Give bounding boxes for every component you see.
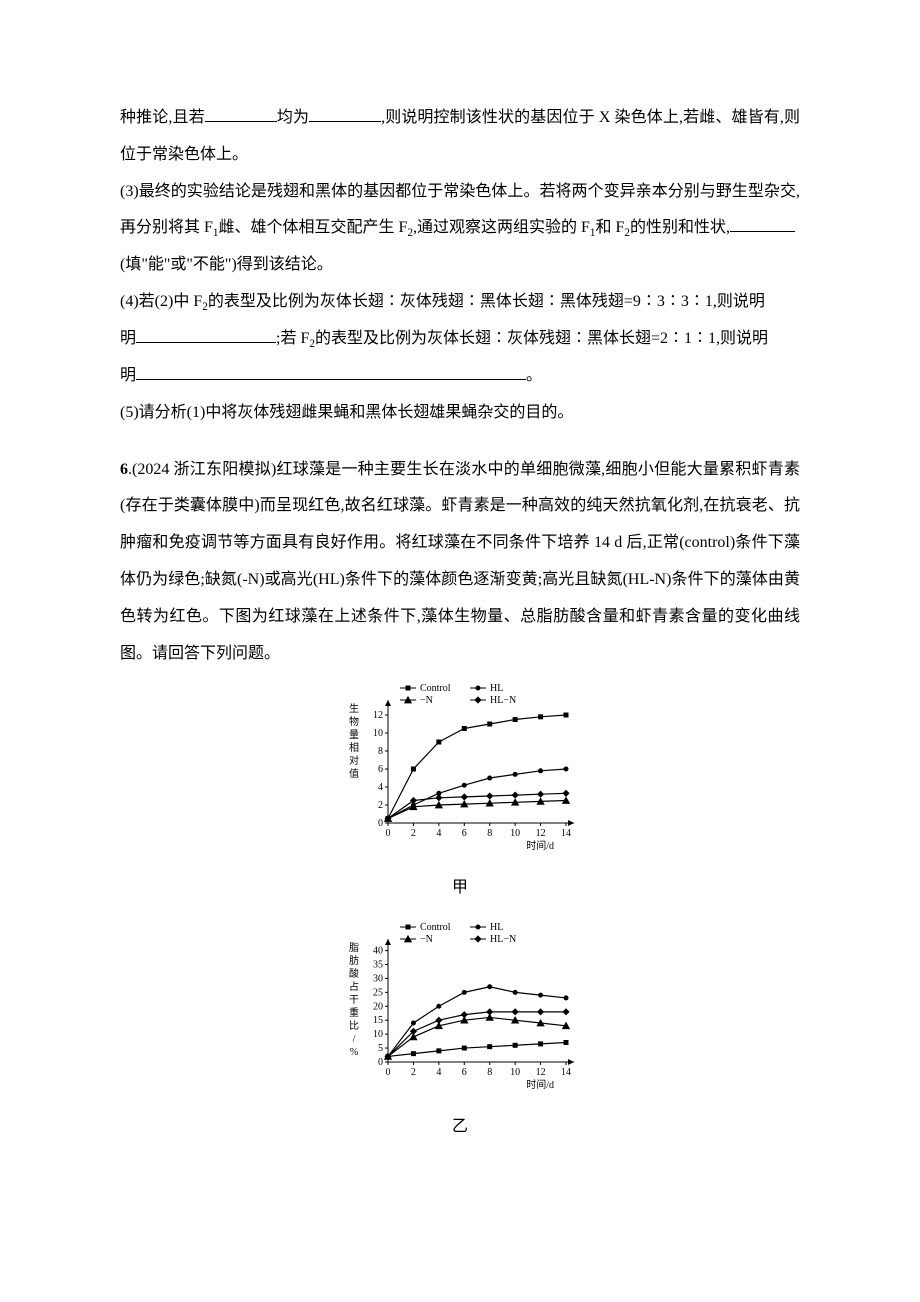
- svg-text:15: 15: [373, 1015, 383, 1026]
- svg-text:HL: HL: [490, 922, 503, 933]
- q4-para: (4)若(2)中 F2的表型及比例为灰体长翅∶灰体残翅∶黑体长翅∶黑体残翅=9∶…: [120, 284, 800, 395]
- svg-text:重: 重: [349, 1006, 359, 1019]
- svg-text:12: 12: [373, 710, 383, 721]
- svg-text:时间/d: 时间/d: [526, 1078, 554, 1091]
- svg-text:8: 8: [487, 828, 492, 839]
- text: 明: [120, 330, 136, 347]
- svg-text:酸: 酸: [349, 967, 359, 980]
- text: 均为: [277, 109, 309, 126]
- q6-para: 6.(2024 浙江东阳模拟)红球藻是一种主要生长在淡水中的单细胞微藻,细胞小但…: [120, 452, 800, 673]
- text: 雌、雄个体相互交配产生 F: [219, 219, 408, 236]
- chart2-wrap: 0 5 10 15 20 25 30 35 40 0 2 4 6 8 10 12 14 脂肪酸占干重比 /% 时间/d…: [120, 917, 800, 1146]
- svg-text:占: 占: [349, 980, 359, 993]
- svg-text:生: 生: [349, 702, 359, 715]
- svg-text:2: 2: [411, 828, 416, 839]
- chart2-caption: 乙: [120, 1109, 800, 1146]
- chart1-caption: 甲: [120, 870, 800, 907]
- chart2: 0 5 10 15 20 25 30 35 40 0 2 4 6 8 10 12 14 脂肪酸占干重比 /% 时间/d…: [340, 917, 580, 1092]
- svg-text:6: 6: [462, 1067, 467, 1078]
- svg-text:HL−N: HL−N: [490, 695, 516, 706]
- text: ,通过观察这两组实验的 F: [413, 219, 590, 236]
- svg-text:30: 30: [373, 973, 383, 984]
- text: 种推论,且若: [120, 109, 205, 126]
- text: 。: [526, 367, 542, 384]
- svg-text:14: 14: [561, 828, 571, 839]
- text: .(2024 浙江东阳模拟)红球藻是一种主要生长在淡水中的单细胞微藻,细胞小但能…: [120, 461, 800, 662]
- svg-text:0: 0: [378, 1057, 383, 1068]
- svg-text:12: 12: [536, 828, 546, 839]
- svg-text:干: 干: [349, 995, 359, 1006]
- blank: [309, 105, 381, 122]
- svg-text:/: /: [353, 1034, 356, 1045]
- chart1: 02468101202468101214生物量相对值时间/dControlHL−…: [340, 678, 580, 853]
- svg-text:比: 比: [349, 1020, 359, 1032]
- svg-text:物: 物: [349, 715, 359, 728]
- text: (4)若(2)中 F: [120, 293, 202, 310]
- svg-text:0: 0: [378, 818, 383, 829]
- svg-text:−N: −N: [420, 934, 433, 945]
- svg-text:2: 2: [378, 800, 383, 811]
- svg-text:10: 10: [510, 828, 520, 839]
- text: 的表型及比例为灰体长翅∶灰体残翅∶黑体长翅∶黑体残翅=9∶3∶3∶1,则说明: [208, 293, 765, 310]
- spacer: [120, 432, 800, 452]
- svg-text:HL: HL: [490, 683, 503, 694]
- svg-text:相: 相: [349, 741, 359, 754]
- svg-text:−N: −N: [420, 695, 433, 706]
- svg-text:40: 40: [373, 946, 383, 957]
- svg-text:Control: Control: [420, 922, 451, 933]
- svg-text:4: 4: [436, 1067, 441, 1078]
- text: 和 F: [596, 219, 625, 236]
- text: 明: [120, 367, 136, 384]
- svg-text:10: 10: [510, 1067, 520, 1078]
- svg-text:HL−N: HL−N: [490, 934, 516, 945]
- svg-text:量: 量: [349, 729, 359, 741]
- text: 的性别和性状,: [630, 219, 730, 236]
- svg-text:35: 35: [373, 960, 383, 971]
- blank: [730, 215, 795, 232]
- svg-text:12: 12: [536, 1067, 546, 1078]
- svg-text:14: 14: [561, 1067, 571, 1078]
- svg-text:0: 0: [386, 1067, 391, 1078]
- svg-text:8: 8: [487, 1067, 492, 1078]
- blank: [136, 326, 276, 343]
- q5-para: (5)请分析(1)中将灰体残翅雌果蝇和黑体长翅雄果蝇杂交的目的。: [120, 395, 800, 432]
- svg-text:2: 2: [411, 1067, 416, 1078]
- chart1-wrap: 02468101202468101214生物量相对值时间/dControlHL−…: [120, 678, 800, 907]
- blank: [136, 363, 526, 380]
- svg-text:10: 10: [373, 1029, 383, 1040]
- svg-text:8: 8: [378, 746, 383, 757]
- svg-text:%: %: [350, 1047, 358, 1058]
- svg-text:5: 5: [378, 1043, 383, 1054]
- svg-text:时间/d: 时间/d: [526, 839, 554, 852]
- q3-para: (3)最终的实验结论是残翅和黑体的基因都位于常染色体上。若将两个变异亲本分别与野…: [120, 174, 800, 285]
- svg-text:对: 对: [349, 754, 359, 767]
- svg-text:0: 0: [386, 828, 391, 839]
- text: (5)请分析(1)中将灰体残翅雌果蝇和黑体长翅雄果蝇杂交的目的。: [120, 404, 573, 421]
- q6-number: 6: [120, 461, 128, 478]
- svg-text:4: 4: [378, 782, 383, 793]
- svg-text:10: 10: [373, 728, 383, 739]
- svg-text:肪: 肪: [349, 954, 359, 967]
- svg-text:20: 20: [373, 1001, 383, 1012]
- text: (填"能"或"不能")得到该结论。: [120, 256, 333, 273]
- svg-text:4: 4: [436, 828, 441, 839]
- blank: [205, 105, 277, 122]
- svg-text:6: 6: [378, 764, 383, 775]
- svg-text:脂: 脂: [349, 941, 359, 954]
- q-cont-para: 种推论,且若均为,则说明控制该性状的基因位于 X 染色体上,若雌、雄皆有,则位于…: [120, 100, 800, 174]
- text: 的表型及比例为灰体长翅∶灰体残翅∶黑体长翅=2∶1∶1,则说明: [315, 330, 768, 347]
- svg-text:25: 25: [373, 987, 383, 998]
- text: ;若 F: [276, 330, 309, 347]
- svg-text:6: 6: [462, 828, 467, 839]
- svg-text:值: 值: [349, 767, 359, 780]
- svg-text:Control: Control: [420, 683, 451, 694]
